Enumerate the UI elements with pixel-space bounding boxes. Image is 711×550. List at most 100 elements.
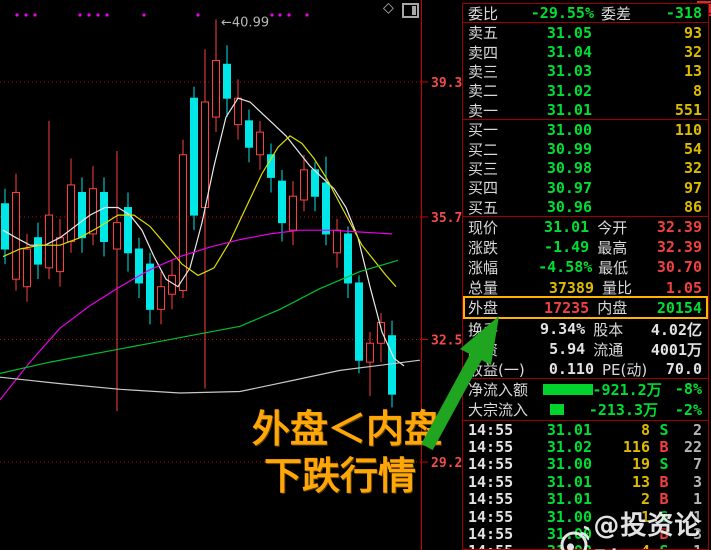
bid-row-1[interactable]: 买一 31.00 110 xyxy=(463,120,708,140)
pct-change-label: 涨幅 xyxy=(468,258,499,277)
total-shares-value: 4.02亿 xyxy=(650,320,702,339)
peak-price-label: ←40.99 xyxy=(221,15,269,30)
turnover-value: 9.34% xyxy=(540,320,586,338)
ask4-qty: 32 xyxy=(683,43,702,62)
volume-ratio-label: 量比 xyxy=(602,279,633,298)
row-outer-inner: 外盘 17235 内盘 20154 xyxy=(463,298,708,318)
annotation-text: 外盘＜内盘 下跌行情 xyxy=(252,406,442,500)
net-inflow-pct: -8% xyxy=(674,380,702,399)
bid4-label: 买四 xyxy=(468,179,499,198)
change-value: -1.49 xyxy=(544,238,590,257)
inner-lot-label: 内盘 xyxy=(597,299,628,318)
bid3-label: 买三 xyxy=(468,159,499,178)
float-shares-value: 4001万 xyxy=(650,340,702,359)
eps-value: 0.110 xyxy=(548,360,594,378)
svg-text:32.50: 32.50 xyxy=(431,333,462,348)
float-shares-label: 流通 xyxy=(593,340,624,359)
ask-row-1[interactable]: 卖一 31.01 551 xyxy=(463,101,708,120)
turnover-label: 换手 xyxy=(468,320,499,339)
bid2-label: 买二 xyxy=(468,140,499,159)
last-price-value: 31.01 xyxy=(544,218,590,237)
block-inflow-row: 大宗流入 -213.3万 -2% xyxy=(463,400,708,421)
ask4-label: 卖四 xyxy=(468,43,499,62)
svg-text:39.33: 39.33 xyxy=(431,76,462,91)
high-label: 最高 xyxy=(597,238,628,257)
weibi-value: -29.55% xyxy=(530,4,594,22)
block-inflow-label: 大宗流入 xyxy=(468,401,529,420)
fundamentals-box: 换手 9.34% 股本 4.02亿 净资 5.94 流通 4001万 收益(一) 0.110 P… xyxy=(462,318,709,379)
inner-lot-value: 20154 xyxy=(656,298,702,317)
ask-row-4[interactable]: 卖四 31.04 32 xyxy=(463,42,708,62)
row-turnover-shares: 换手 9.34% 股本 4.02亿 xyxy=(463,319,708,339)
ask-row-2[interactable]: 卖二 31.02 8 xyxy=(463,81,708,101)
bid3-qty: 32 xyxy=(683,159,702,178)
ask3-qty: 13 xyxy=(683,62,702,81)
ask4-price[interactable]: 31.04 xyxy=(546,43,592,62)
ask2-price[interactable]: 31.02 xyxy=(546,81,592,100)
tick-row: 14:55 31.01 13 B 3 xyxy=(468,472,702,491)
ask1-label: 卖一 xyxy=(468,101,499,120)
open-label: 今开 xyxy=(597,218,628,237)
row-pct-low: 涨幅 -4.58% 最低 30.70 xyxy=(463,257,708,277)
bid-row-3[interactable]: 买三 30.98 32 xyxy=(463,159,708,178)
annotation-line1: 外盘＜内盘 xyxy=(252,407,443,451)
ask5-price[interactable]: 31.05 xyxy=(546,23,592,42)
diamond-marker-icon[interactable]: ◇ xyxy=(383,0,394,16)
weicha-label: 委差 xyxy=(601,4,632,23)
low-label: 最低 xyxy=(598,258,629,277)
row-price-open: 现价 31.01 今开 32.39 xyxy=(463,217,708,237)
total-volume-value: 37389 xyxy=(548,278,594,297)
bid2-qty: 54 xyxy=(683,140,702,159)
bid-book: 买一 31.00 110 买二 30.99 54 买三 30.98 32 买四 30.97 97… xyxy=(462,119,709,217)
change-label: 涨跌 xyxy=(468,238,499,257)
tick-row: 14:55 31.01 8 S 2 xyxy=(468,420,702,439)
pe-value: 70.0 xyxy=(665,360,702,378)
candlestick-chart[interactable]: 39.33 35.75 32.50 29.25 ←40.99 xyxy=(0,0,470,550)
bid3-price[interactable]: 30.98 xyxy=(546,159,592,178)
bid4-price[interactable]: 30.97 xyxy=(546,178,592,197)
weibi-label: 委比 xyxy=(468,4,499,23)
eps-label: 收益(一) xyxy=(468,360,525,379)
bid-row-4[interactable]: 买四 30.97 97 xyxy=(463,178,708,198)
svg-text:29.25: 29.25 xyxy=(431,456,462,471)
high-value: 32.39 xyxy=(656,238,702,257)
annotation-line2: 下跌行情 xyxy=(264,454,417,498)
net-asset-label: 净资 xyxy=(468,340,499,359)
bid4-qty: 97 xyxy=(683,178,702,197)
weicha-value: -318 xyxy=(665,4,702,22)
ask-row-3[interactable]: 卖三 31.03 13 xyxy=(463,62,708,81)
net-asset-value: 5.94 xyxy=(549,340,586,358)
outer-lot-label: 外盘 xyxy=(468,299,499,318)
bid5-price[interactable]: 30.96 xyxy=(546,198,592,217)
net-inflow-label: 净流入额 xyxy=(468,380,529,399)
bid-row-5[interactable]: 买五 30.96 86 xyxy=(463,198,708,217)
ask1-price[interactable]: 31.01 xyxy=(546,101,592,120)
bid5-qty: 86 xyxy=(683,198,702,217)
row-change-high: 涨跌 -1.49 最高 32.39 xyxy=(463,237,708,257)
order-ratio-box: 委比 -29.55% 委差 -318 xyxy=(462,3,709,23)
ask5-qty: 93 xyxy=(683,23,702,42)
ask3-price[interactable]: 31.03 xyxy=(546,62,592,81)
ask2-qty: 8 xyxy=(692,81,702,100)
window-layout-icon[interactable] xyxy=(402,3,419,18)
ask-row-5[interactable]: 卖五 31.05 93 xyxy=(463,23,708,43)
bid-row-2[interactable]: 买二 30.99 54 xyxy=(463,139,708,159)
bid1-price[interactable]: 31.00 xyxy=(546,120,592,139)
bid5-label: 买五 xyxy=(468,198,499,217)
total-volume-label: 总量 xyxy=(468,279,499,298)
ask2-label: 卖二 xyxy=(468,82,499,101)
last-price-label: 现价 xyxy=(468,218,499,237)
weibo-logo-icon xyxy=(560,525,590,550)
total-shares-label: 股本 xyxy=(593,320,624,339)
ask-book: 卖五 31.05 93 卖四 31.04 32 卖三 31.03 13 卖二 31.02 8 卖… xyxy=(462,22,709,120)
block-inflow-pct: -2% xyxy=(674,400,702,419)
quote-summary-box: 现价 31.01 今开 32.39 涨跌 -1.49 最高 32.39 涨幅 -4.58% 最低… xyxy=(462,216,709,319)
tick-row: 14:55 31.00 1 S 1 xyxy=(468,507,702,526)
ask5-label: 卖五 xyxy=(468,24,499,43)
watermark: @投资论财 xyxy=(558,505,711,550)
bid2-price[interactable]: 30.99 xyxy=(546,140,592,159)
money-flow-box: 净流入额 -921.2万 -8% 大宗流入 -213.3万 -2% xyxy=(462,378,709,421)
bid1-label: 买一 xyxy=(468,121,499,140)
ask3-label: 卖三 xyxy=(468,62,499,81)
row-volume-ratio: 总量 37389 量比 1.05 xyxy=(463,278,708,298)
